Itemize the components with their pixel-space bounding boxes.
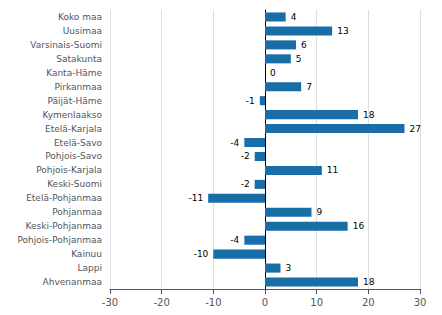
svg-text:Etelä-Pohjanmaa: Etelä-Pohjanmaa — [26, 193, 102, 203]
svg-text:Ahvenanmaa: Ahvenanmaa — [43, 277, 102, 287]
svg-text:3: 3 — [286, 263, 292, 273]
svg-text:Päijät-Häme: Päijät-Häme — [48, 96, 103, 106]
svg-text:-2: -2 — [241, 151, 250, 161]
svg-text:Varsinais-Suomi: Varsinais-Suomi — [30, 40, 102, 50]
svg-text:Pohjois-Savo: Pohjois-Savo — [45, 151, 102, 161]
svg-text:-11: -11 — [188, 193, 203, 203]
svg-text:20: 20 — [362, 297, 375, 308]
svg-text:Pohjois-Pohjanmaa: Pohjois-Pohjanmaa — [17, 235, 102, 245]
svg-text:Kymenlaakso: Kymenlaakso — [42, 110, 102, 120]
svg-text:11: 11 — [327, 165, 338, 175]
svg-text:27: 27 — [410, 124, 421, 134]
svg-text:-4: -4 — [230, 235, 239, 245]
svg-text:4: 4 — [291, 12, 297, 22]
svg-text:5: 5 — [296, 54, 302, 64]
svg-text:Pirkanmaa: Pirkanmaa — [54, 82, 102, 92]
svg-text:30: 30 — [414, 297, 427, 308]
svg-text:18: 18 — [363, 110, 375, 120]
svg-text:16: 16 — [353, 221, 365, 231]
svg-text:18: 18 — [363, 277, 375, 287]
svg-text:-30: -30 — [102, 297, 118, 308]
svg-text:Etelä-Karjala: Etelä-Karjala — [45, 124, 102, 134]
svg-text:-10: -10 — [205, 297, 221, 308]
svg-text:Koko maa: Koko maa — [58, 12, 102, 22]
svg-text:Lappi: Lappi — [78, 263, 102, 273]
svg-text:Uusimaa: Uusimaa — [63, 26, 102, 36]
svg-text:Keski-Suomi: Keski-Suomi — [47, 179, 102, 189]
svg-text:0: 0 — [270, 68, 276, 78]
svg-text:-1: -1 — [246, 96, 255, 106]
svg-text:-2: -2 — [241, 179, 250, 189]
svg-text:0: 0 — [262, 297, 268, 308]
svg-text:Kanta-Häme: Kanta-Häme — [46, 68, 102, 78]
svg-text:-20: -20 — [153, 297, 169, 308]
svg-text:Kainuu: Kainuu — [71, 249, 102, 259]
svg-text:Keski-Pohjanmaa: Keski-Pohjanmaa — [26, 221, 102, 231]
svg-text:10: 10 — [310, 297, 323, 308]
svg-text:9: 9 — [317, 207, 323, 217]
svg-text:Etelä-Savo: Etelä-Savo — [54, 138, 103, 148]
svg-text:-10: -10 — [194, 249, 209, 259]
svg-text:6: 6 — [301, 40, 307, 50]
svg-text:13: 13 — [337, 26, 348, 36]
svg-text:-4: -4 — [230, 138, 239, 148]
svg-text:Satakunta: Satakunta — [56, 54, 102, 64]
svg-text:Pohjois-Karjala: Pohjois-Karjala — [36, 165, 102, 175]
svg-text:7: 7 — [306, 82, 312, 92]
svg-text:Pohjanmaa: Pohjanmaa — [52, 207, 102, 217]
